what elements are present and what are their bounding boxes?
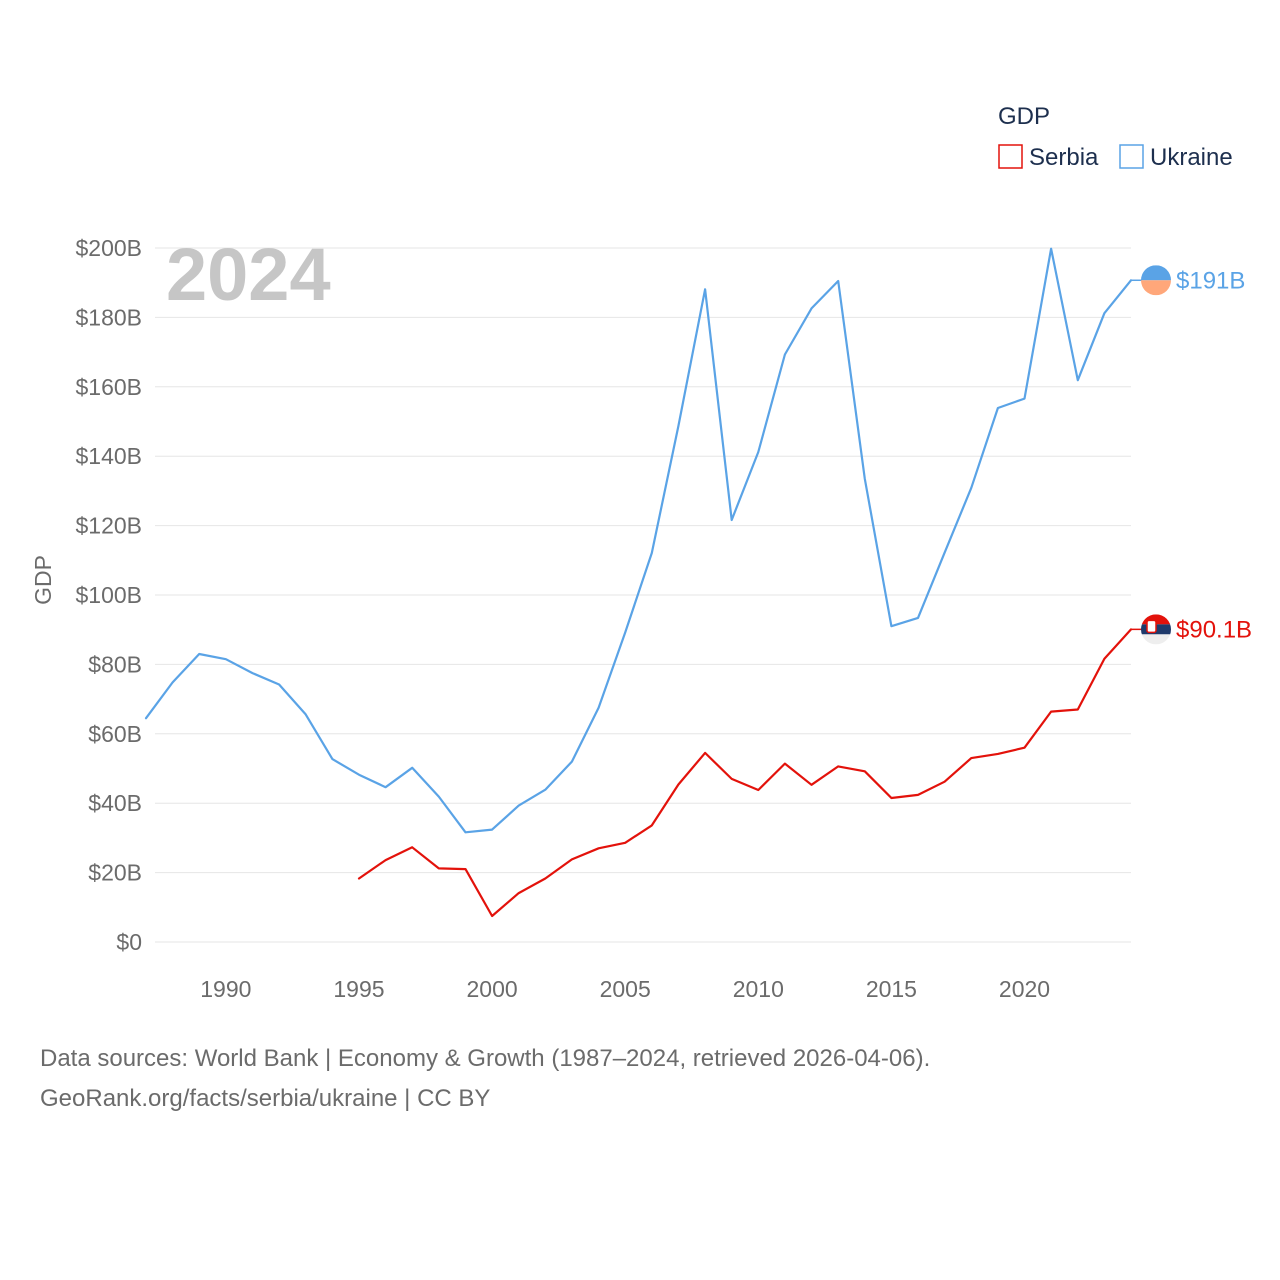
y-tick-label: $160B: [75, 374, 142, 400]
end-value-label-serbia: $90.1B: [1176, 616, 1252, 643]
y-tick-label: $80B: [88, 651, 142, 677]
legend-swatch-ukraine: [1119, 144, 1144, 169]
y-tick-label: $0: [116, 929, 142, 955]
legend-label-serbia: Serbia: [1029, 144, 1099, 171]
y-tick-label: $140B: [75, 443, 142, 469]
legend-title: GDP: [998, 103, 1050, 130]
x-tick-label: 2020: [999, 976, 1050, 1002]
y-tick-label: $40B: [88, 790, 142, 816]
ukraine-flag-icon: [1141, 265, 1171, 296]
legend: GDP Serbia Ukraine: [998, 103, 1233, 171]
x-tick-label: 2015: [866, 976, 917, 1002]
x-tick-label: 1990: [200, 976, 251, 1002]
grid-layer: [155, 247, 1131, 943]
y-tick-label: $60B: [88, 721, 142, 747]
x-tick-label: 2000: [466, 976, 517, 1002]
x-tick-label: 1995: [333, 976, 384, 1002]
y-axis-ticks: $0 $20B $40B $60B $80B $100B $120B $140B $160B $1…: [75, 235, 142, 955]
y-axis-title: GDP: [30, 555, 56, 605]
year-watermark: 2024: [166, 233, 331, 316]
legend-item-ukraine[interactable]: Ukraine: [1119, 144, 1233, 171]
y-tick-label: $200B: [75, 235, 142, 261]
end-value-label-ukraine: $191B: [1176, 267, 1245, 294]
legend-item-serbia[interactable]: Serbia: [998, 144, 1099, 171]
y-tick-label: $100B: [75, 582, 142, 608]
legend-label-ukraine: Ukraine: [1150, 144, 1233, 171]
serbia-flag-icon: [1141, 614, 1171, 645]
series-line-serbia[interactable]: [357, 628, 1133, 918]
series-end-markers: $90.1B $191B: [1131, 265, 1252, 645]
y-tick-label: $180B: [75, 304, 142, 330]
x-tick-label: 2010: [733, 976, 784, 1002]
x-axis-ticks: 1990 1995 2000 2005 2010 2015 2020: [200, 976, 1050, 1002]
footer-data-sources: Data sources: World Bank | Economy & Gro…: [40, 1045, 931, 1072]
y-tick-label: $20B: [88, 860, 142, 886]
y-tick-label: $120B: [75, 513, 142, 539]
x-tick-label: 2005: [600, 976, 651, 1002]
series-line-ukraine[interactable]: [144, 247, 1133, 834]
series-layer: [144, 247, 1133, 918]
legend-swatch-serbia: [998, 144, 1023, 169]
footer-attribution[interactable]: GeoRank.org/facts/serbia/ukraine | CC BY: [40, 1085, 491, 1112]
